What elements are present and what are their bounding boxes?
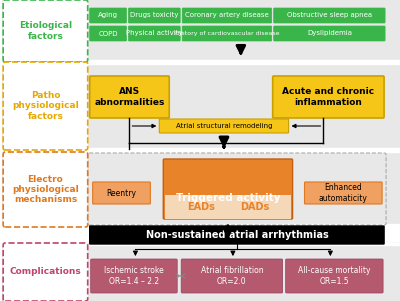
FancyBboxPatch shape	[182, 26, 272, 41]
FancyBboxPatch shape	[128, 26, 180, 41]
FancyBboxPatch shape	[304, 182, 382, 204]
Bar	[165, 195, 290, 219]
FancyBboxPatch shape	[91, 259, 177, 293]
FancyBboxPatch shape	[3, 0, 88, 62]
FancyBboxPatch shape	[181, 259, 283, 293]
Text: Enhanced
automaticity: Enhanced automaticity	[319, 183, 368, 203]
Text: Atrial fibrillation
OR=2.0: Atrial fibrillation OR=2.0	[201, 266, 263, 286]
Text: Coronary artery disease: Coronary artery disease	[185, 13, 269, 18]
Text: Physical activity: Physical activity	[126, 30, 183, 36]
Text: Complications: Complications	[10, 268, 81, 277]
Text: Acute and chronic
inflammation: Acute and chronic inflammation	[282, 87, 374, 107]
FancyBboxPatch shape	[3, 152, 88, 227]
FancyBboxPatch shape	[3, 62, 88, 150]
FancyBboxPatch shape	[274, 8, 385, 23]
FancyBboxPatch shape	[90, 26, 126, 41]
Bar	[2, 60, 400, 64]
FancyBboxPatch shape	[3, 243, 88, 301]
Text: Aging: Aging	[98, 13, 118, 18]
Text: EADs: EADs	[187, 202, 215, 212]
Text: Non-sustained atrial arrhythmias: Non-sustained atrial arrhythmias	[146, 230, 328, 240]
Text: Drugs toxicity: Drugs toxicity	[130, 13, 178, 18]
Text: History of cardiovascular disease: History of cardiovascular disease	[175, 31, 279, 36]
FancyBboxPatch shape	[90, 226, 384, 244]
Text: Triggered activity: Triggered activity	[176, 193, 280, 203]
FancyBboxPatch shape	[159, 119, 289, 133]
Bar	[2, 62, 400, 150]
FancyBboxPatch shape	[182, 8, 272, 23]
Text: Atrial structural remodeling: Atrial structural remodeling	[176, 123, 272, 129]
Bar	[2, 243, 400, 245]
Bar	[2, 243, 400, 301]
FancyBboxPatch shape	[93, 182, 150, 204]
FancyBboxPatch shape	[163, 159, 292, 219]
FancyBboxPatch shape	[286, 259, 383, 293]
Bar	[2, 150, 400, 226]
FancyBboxPatch shape	[128, 8, 180, 23]
FancyBboxPatch shape	[90, 8, 126, 23]
FancyBboxPatch shape	[274, 26, 385, 41]
Text: Reentry: Reentry	[106, 188, 136, 197]
Bar	[2, 224, 400, 228]
Text: DADs: DADs	[240, 202, 270, 212]
Text: Obstructive sleep apnea: Obstructive sleep apnea	[287, 13, 372, 18]
Text: Electro
physiological
mechanisms: Electro physiological mechanisms	[12, 175, 79, 204]
FancyBboxPatch shape	[90, 76, 169, 118]
Bar	[2, 0, 400, 62]
Bar	[2, 148, 400, 152]
Text: Etiological
factors: Etiological factors	[19, 21, 72, 41]
FancyBboxPatch shape	[273, 76, 384, 118]
Text: Dyslipidemia: Dyslipidemia	[307, 30, 352, 36]
Text: ANS
abnormalities: ANS abnormalities	[94, 87, 165, 107]
Text: COPD: COPD	[98, 30, 118, 36]
Text: Patho
physiological
factors: Patho physiological factors	[12, 91, 79, 121]
Text: Ischemic stroke
OR=1.4 – 2.2: Ischemic stroke OR=1.4 – 2.2	[104, 266, 164, 286]
Text: All-cause mortality
OR=1.5: All-cause mortality OR=1.5	[298, 266, 371, 286]
